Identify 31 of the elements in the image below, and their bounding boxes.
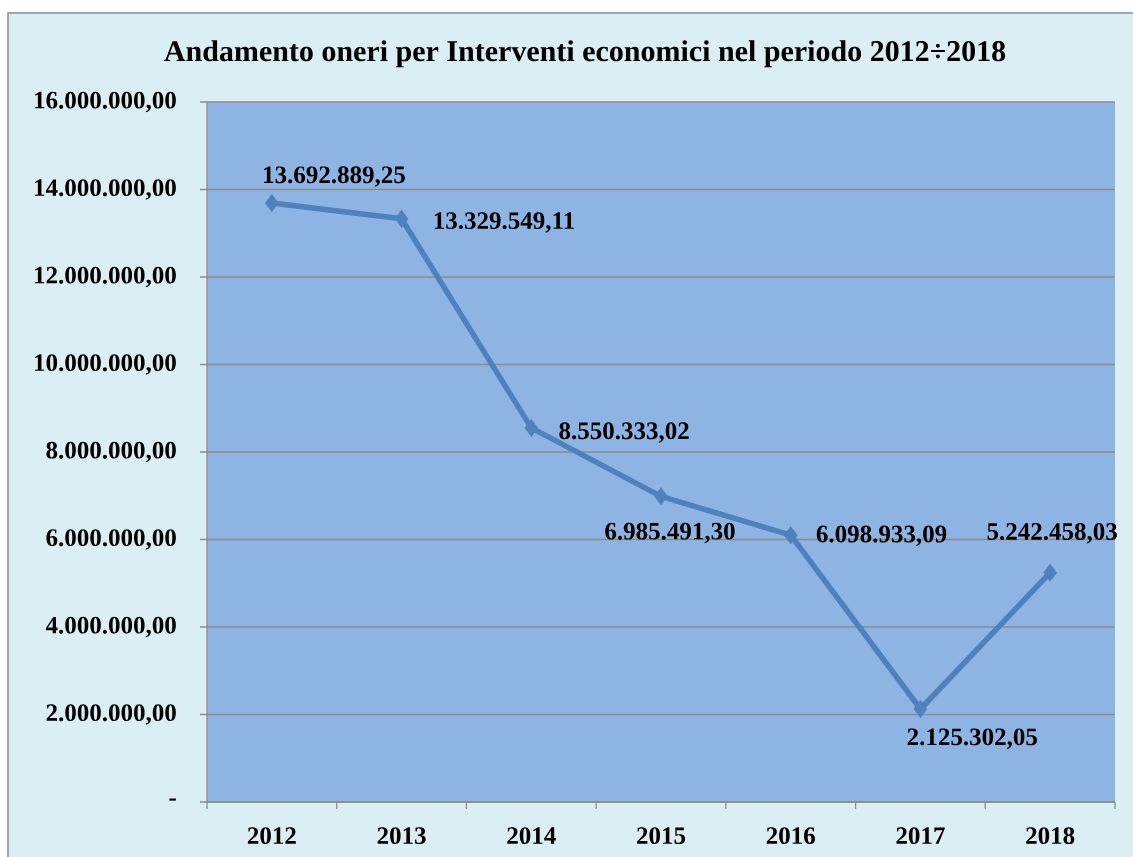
y-tick-label: 12.000.000,00 [35, 266, 176, 288]
point [265, 193, 279, 212]
point [913, 699, 928, 719]
x-tick-label: 2015 [637, 827, 686, 845]
point [1043, 563, 1057, 582]
data-label: 5.242.458,03 [987, 523, 1117, 544]
y-tick-label: 2.000.000,00 [46, 704, 176, 725]
point [394, 209, 409, 228]
x-tick-label: 2017 [896, 827, 945, 845]
y-tick-label: 10.000.000,00 [35, 354, 176, 375]
data-label: 13.692.889,25 [264, 166, 405, 187]
x-tick-label: 2016 [766, 827, 815, 845]
x-tick-label: 2018 [1026, 827, 1075, 845]
point [524, 418, 539, 437]
data-label: 6.098.933,09 [816, 525, 947, 547]
data-label: 13.329.549,11 [434, 212, 574, 233]
point [654, 487, 668, 506]
x-tick-label: 2014 [507, 827, 556, 845]
y-tick-label: 14.000.000,00 [35, 179, 176, 200]
x-tick-label: 2012 [247, 827, 296, 845]
x-tick-label: 2013 [377, 827, 426, 845]
y-tick-label: - [169, 798, 176, 801]
data-label: 2.125.302,05 [907, 728, 1037, 749]
data-label: 8.550.333,02 [559, 422, 689, 443]
y-tick-label: 4.000.000,00 [45, 616, 176, 638]
point [783, 526, 798, 545]
chart-title: Andamento oneri per Interventi economici nel periodo 2012÷2018 [164, 40, 1006, 68]
data-label: 6.985.491,30 [605, 522, 735, 544]
y-tick-label: 8.000.000,00 [46, 441, 176, 463]
y-tick-label: 6.000.000,00 [46, 529, 176, 550]
y-tick-label: 16.000.000,00 [35, 91, 176, 113]
